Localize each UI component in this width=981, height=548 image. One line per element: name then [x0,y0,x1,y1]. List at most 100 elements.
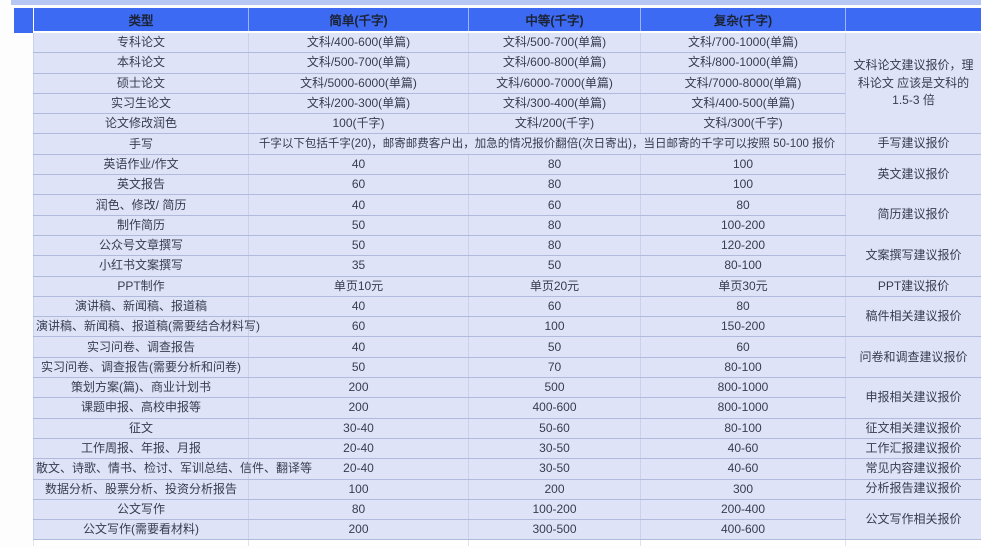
column-header-4[interactable] [845,8,981,33]
medium-price-cell[interactable]: 200 [468,478,641,500]
type-cell[interactable]: 专科论文 [33,31,249,54]
simple-price-cell[interactable]: 100 [248,478,469,500]
complex-price-cell[interactable]: 120-200 [640,234,846,257]
type-cell[interactable]: PPT制作 [33,275,249,297]
simple-price-cell[interactable]: 60 [248,316,469,338]
simple-price-cell[interactable]: 40 [248,295,469,318]
simple-price-cell[interactable]: 文科/400-600(单篇) [248,31,469,54]
medium-price-cell[interactable]: 文科/500-700(单篇) [468,31,641,54]
simple-price-cell[interactable]: 50 [248,234,469,257]
simple-price-cell[interactable]: 40 [248,194,469,216]
medium-price-cell[interactable]: 80 [468,153,641,176]
empty-cell[interactable] [33,539,249,547]
type-cell[interactable]: 数据分析、股票分析、投资分析报告 [33,478,249,500]
medium-price-cell[interactable]: 文科/300-400(单篇) [468,92,641,115]
complex-price-cell[interactable]: 800-1000 [640,397,846,419]
medium-price-cell[interactable]: 100-200 [468,498,641,521]
complex-price-cell[interactable]: 文科/400-500(单篇) [640,92,846,115]
type-cell[interactable]: 公众号文章撰写 [33,234,249,257]
column-header-1[interactable]: 简单(千字) [248,8,469,33]
medium-price-cell[interactable]: 70 [468,356,641,379]
medium-price-cell[interactable]: 文科/6000-7000(单篇) [468,72,641,94]
note-cell[interactable]: 征文相关建议报价 [845,417,981,439]
medium-price-cell[interactable]: 50-60 [468,417,641,439]
complex-price-cell[interactable]: 150-200 [640,316,846,338]
medium-price-cell[interactable]: 单页20元 [468,275,641,297]
medium-price-cell[interactable]: 30-50 [468,437,641,460]
complex-price-cell[interactable]: 300 [640,478,846,500]
complex-price-cell[interactable]: 单页30元 [640,275,846,297]
type-cell[interactable]: 征文 [33,417,249,439]
type-cell[interactable]: 润色、修改/ 简历 [33,194,249,216]
type-cell[interactable]: 英语作业/作文 [33,153,249,176]
complex-price-cell[interactable]: 80-100 [640,417,846,439]
complex-price-cell[interactable]: 40-60 [640,458,846,480]
column-header-2[interactable]: 中等(千字) [468,8,641,33]
merged-price-note-cell[interactable]: 千字以下包括千字(20)，邮寄邮费客户出，加急的情况报价翻倍(次日寄出)，当日邮… [248,133,846,155]
medium-price-cell[interactable]: 100 [468,316,641,338]
medium-price-cell[interactable]: 400-600 [468,397,641,419]
complex-price-cell[interactable]: 80 [640,295,846,318]
complex-price-cell[interactable]: 400-600 [640,519,846,541]
medium-price-cell[interactable]: 300-500 [468,519,641,541]
note-cell[interactable]: 公文写作相关报价 [845,498,981,541]
type-cell[interactable]: 硕士论文 [33,72,249,94]
medium-price-cell[interactable]: 30-50 [468,458,641,480]
medium-price-cell[interactable]: 80 [468,174,641,196]
simple-price-cell[interactable]: 20-40 [248,437,469,460]
complex-price-cell[interactable]: 80-100 [640,255,846,277]
complex-price-cell[interactable]: 100 [640,153,846,176]
note-cell[interactable]: 申报相关建议报价 [845,377,981,419]
medium-price-cell[interactable]: 50 [468,255,641,277]
complex-price-cell[interactable]: 100-200 [640,214,846,236]
type-cell[interactable]: 英文报告 [33,174,249,196]
complex-price-cell[interactable]: 40-60 [640,437,846,460]
empty-cell[interactable] [248,539,469,547]
type-cell[interactable]: 演讲稿、新闻稿、报道稿(需要结合材料写) [33,316,260,338]
simple-price-cell[interactable]: 200 [248,397,469,419]
simple-price-cell[interactable]: 200 [248,519,469,541]
type-cell[interactable]: 制作简历 [33,214,249,236]
simple-price-cell[interactable]: 50 [248,356,469,379]
column-header-3[interactable]: 复杂(千字) [640,8,846,33]
type-cell[interactable]: 课题申报、高校申报等 [33,397,249,419]
medium-price-cell[interactable]: 50 [468,336,641,358]
note-cell[interactable]: 文案撰写建议报价 [845,234,981,277]
medium-price-cell[interactable]: 60 [468,295,641,318]
simple-price-cell[interactable]: 文科/5000-6000(单篇) [248,72,469,94]
type-cell[interactable]: 手写 [33,133,249,155]
type-cell[interactable]: 实习生论文 [33,92,249,115]
note-cell[interactable]: 常见内容建议报价 [845,458,981,480]
complex-price-cell[interactable]: 100 [640,174,846,196]
note-cell[interactable]: 文科论文建议报价，理科论文 应该是文科的 1.5-3 倍 [845,31,981,135]
type-cell[interactable]: 策划方案(篇)、商业计划书 [33,377,249,399]
medium-price-cell[interactable]: 80 [468,234,641,257]
note-cell[interactable]: 工作汇报建议报价 [845,437,981,460]
empty-cell[interactable] [468,539,641,547]
type-cell[interactable]: 工作周报、年报、月报 [33,437,249,460]
empty-cell[interactable] [640,539,846,547]
medium-price-cell[interactable]: 80 [468,214,641,236]
simple-price-cell[interactable]: 35 [248,255,469,277]
simple-price-cell[interactable]: 文科/200-300(单篇) [248,92,469,115]
note-cell[interactable]: 稿件相关建议报价 [845,295,981,338]
complex-price-cell[interactable]: 文科/7000-8000(单篇) [640,72,846,94]
note-cell[interactable]: 手写建议报价 [845,133,981,155]
type-cell[interactable]: 实习问卷、调查报告 [33,336,249,358]
simple-price-cell[interactable]: 40 [248,153,469,176]
complex-price-cell[interactable]: 60 [640,336,846,358]
medium-price-cell[interactable]: 文科/200(千字) [468,113,641,135]
simple-price-cell[interactable]: 30-40 [248,417,469,439]
column-header-0[interactable]: 类型 [33,8,249,33]
type-cell[interactable]: 散文、诗歌、情书、检讨、军训总结、信件、翻译等 [33,458,312,480]
type-cell[interactable]: 公文写作(需要看材料) [33,519,249,541]
note-cell[interactable]: 简历建议报价 [845,194,981,236]
empty-cell[interactable] [845,539,981,547]
note-cell[interactable]: 问卷和调查建议报价 [845,336,981,379]
complex-price-cell[interactable]: 200-400 [640,498,846,521]
simple-price-cell[interactable]: 100(千字) [248,113,469,135]
type-cell[interactable]: 论文修改润色 [33,113,249,135]
complex-price-cell[interactable]: 文科/700-1000(单篇) [640,31,846,54]
simple-price-cell[interactable]: 40 [248,336,469,358]
simple-price-cell[interactable]: 60 [248,174,469,196]
